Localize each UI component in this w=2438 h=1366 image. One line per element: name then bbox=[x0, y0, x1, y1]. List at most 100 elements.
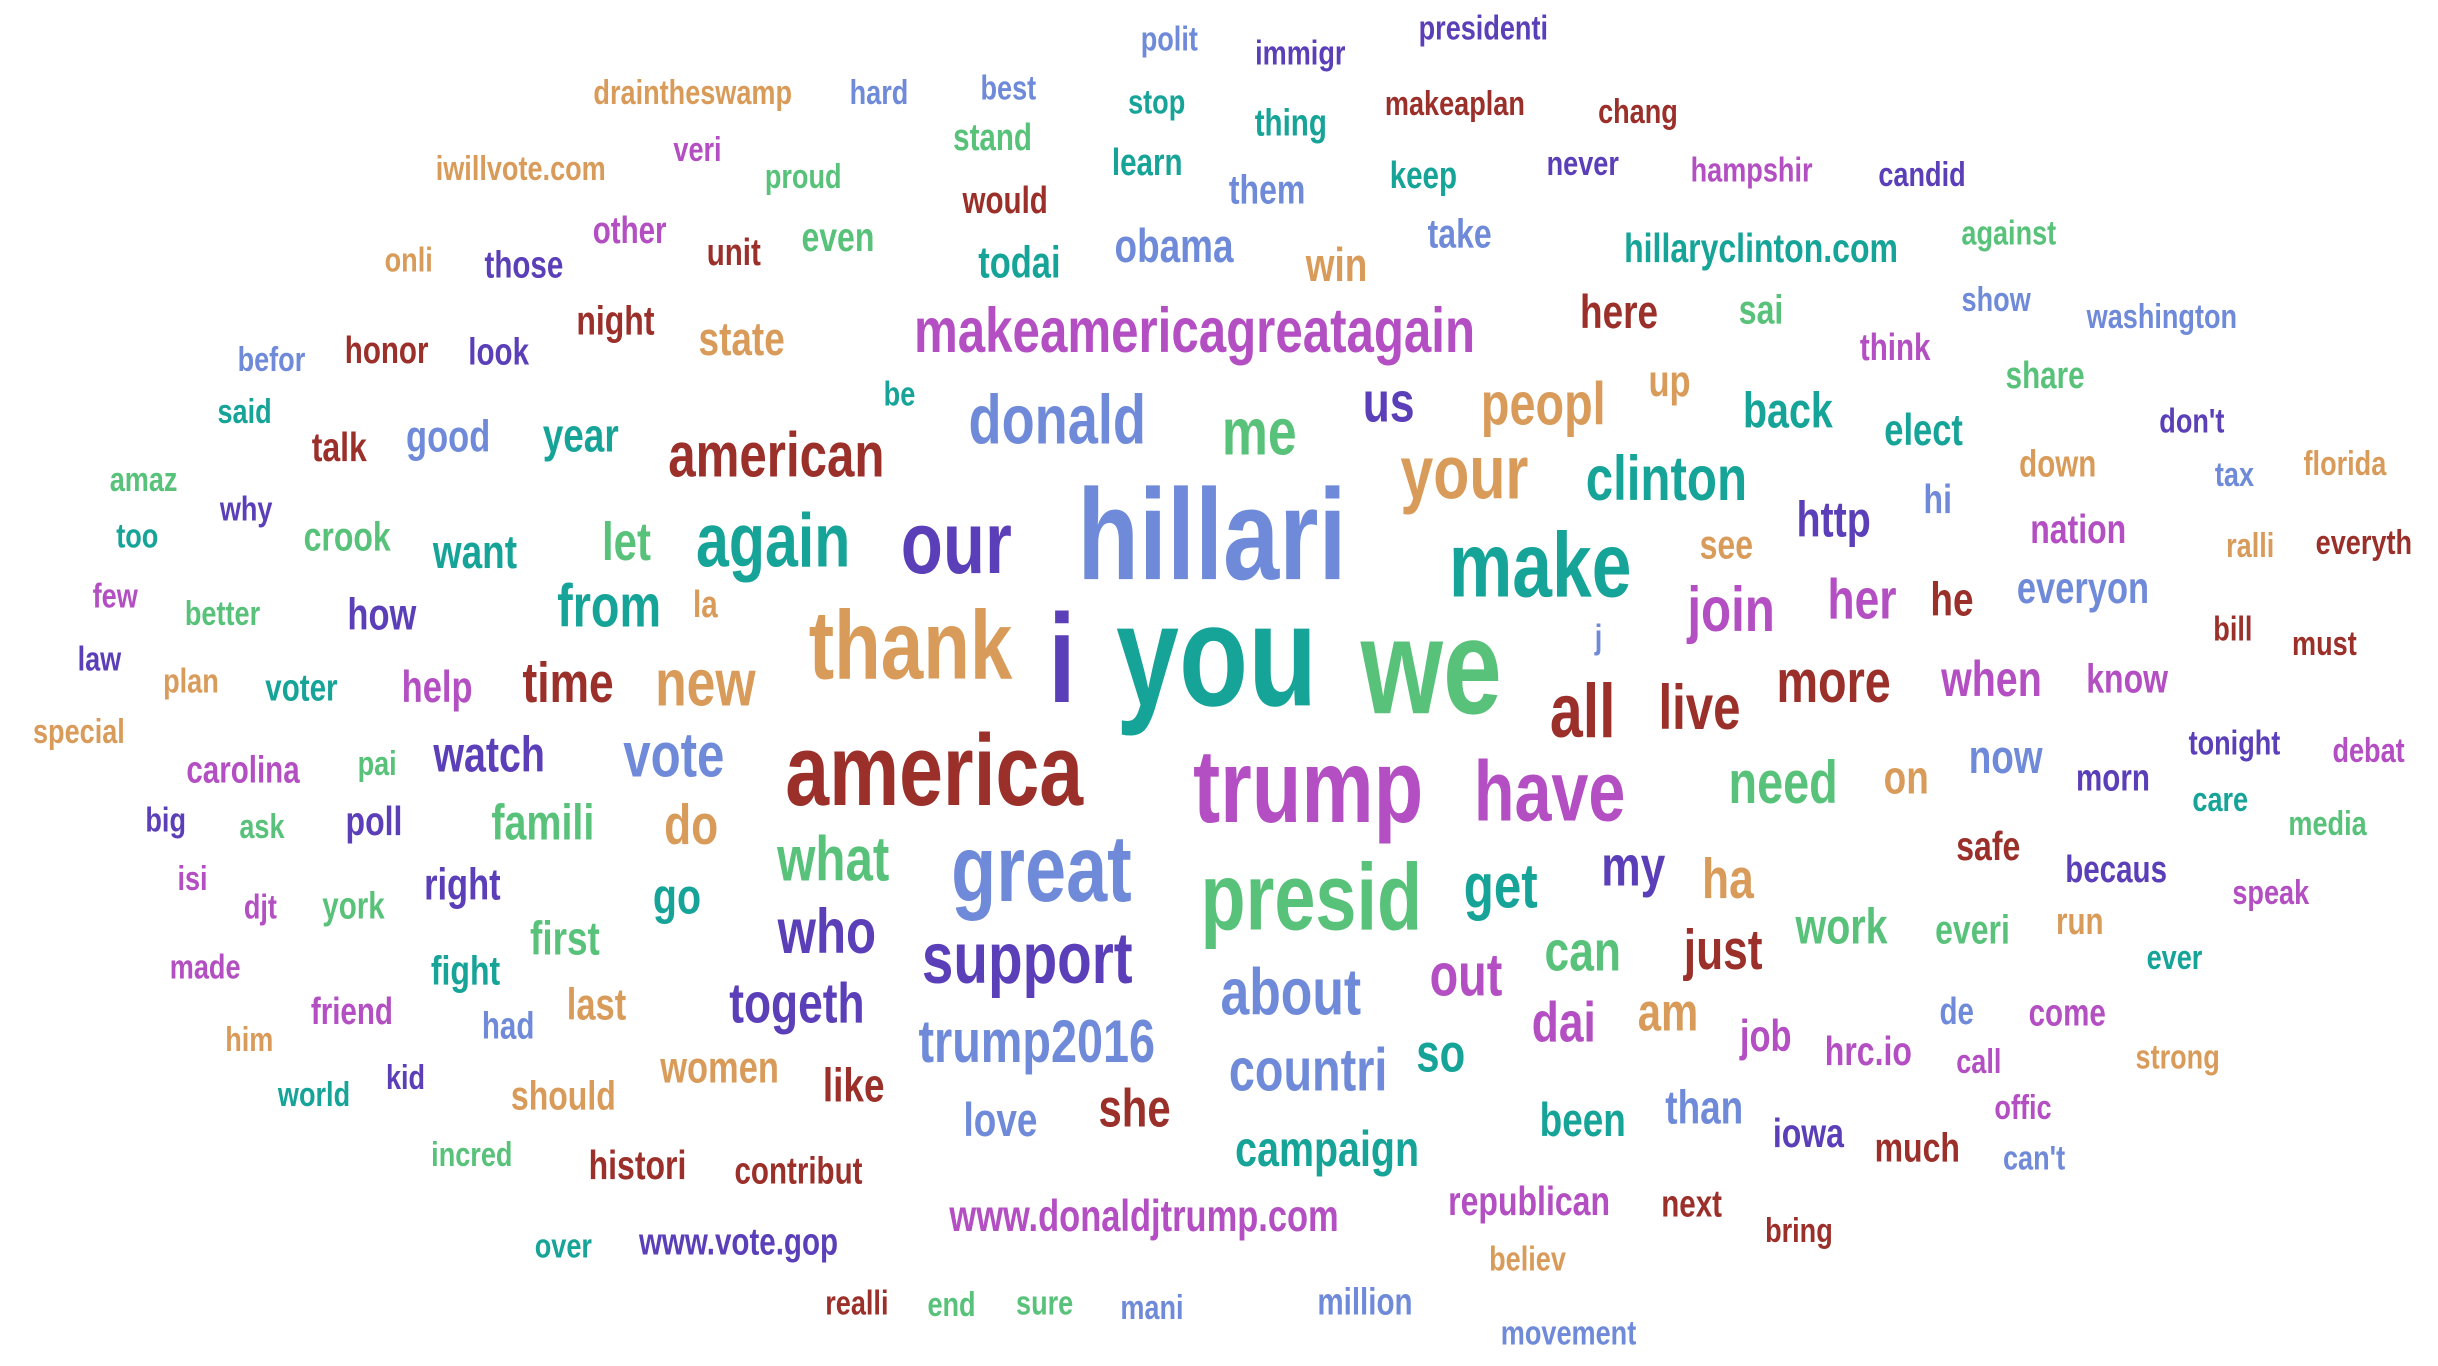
word-hillari: hillari bbox=[1077, 463, 1347, 608]
word-presid: presid bbox=[1200, 844, 1423, 950]
word-honor: honor bbox=[344, 329, 429, 373]
word-friend: friend bbox=[310, 990, 393, 1034]
word-great: great bbox=[951, 815, 1132, 922]
word-over: over bbox=[534, 1226, 592, 1266]
word-chang: chang bbox=[1598, 91, 1678, 131]
word-next: next bbox=[1661, 1183, 1722, 1227]
word-think: think bbox=[1859, 326, 1931, 370]
word-isi: isi bbox=[177, 858, 208, 898]
word-first: first bbox=[530, 913, 600, 966]
word-sure: sure bbox=[1016, 1282, 1074, 1323]
word-talk: talk bbox=[311, 422, 367, 471]
word-few: few bbox=[92, 575, 138, 616]
word-pai: pai bbox=[357, 743, 397, 783]
word-care: care bbox=[2192, 779, 2249, 819]
word-fight: fight bbox=[430, 946, 501, 995]
word-american: american bbox=[668, 421, 885, 491]
word-million: million bbox=[1317, 1281, 1413, 1324]
word-presidenti: presidenti bbox=[1418, 7, 1549, 48]
word-tonight: tonight bbox=[2188, 722, 2281, 763]
word-would: would bbox=[962, 179, 1048, 223]
word-when: when bbox=[1941, 650, 2042, 707]
word-them: them bbox=[1228, 165, 1306, 214]
word-win: win bbox=[1305, 239, 1368, 292]
word-vote: vote bbox=[623, 721, 725, 791]
word-me: me bbox=[1221, 394, 1297, 469]
word-amaz: amaz bbox=[109, 459, 178, 499]
word-hrc-io: hrc.io bbox=[1824, 1027, 1912, 1075]
word-nation: nation bbox=[2030, 504, 2127, 553]
word-washington: washington bbox=[2086, 296, 2238, 337]
word-elect: elect bbox=[1884, 405, 1963, 455]
word-world: world bbox=[277, 1074, 351, 1115]
word-watch: watch bbox=[433, 725, 545, 783]
word-safe: safe bbox=[1956, 822, 2021, 870]
word-look: look bbox=[468, 331, 530, 374]
word-sai: sai bbox=[1738, 285, 1784, 333]
word-befor: befor bbox=[237, 339, 306, 379]
word-offic: offic bbox=[1994, 1087, 2052, 1127]
word-him: him bbox=[225, 1019, 274, 1059]
word-stop: stop bbox=[1128, 82, 1186, 122]
word-todai: todai bbox=[978, 238, 1061, 288]
word-iwillvote-com: iwillvote.com bbox=[435, 148, 606, 188]
word-work: work bbox=[1795, 897, 1888, 955]
word-speak: speak bbox=[2232, 872, 2310, 913]
word-hampshir: hampshir bbox=[1690, 149, 1813, 190]
word-her: her bbox=[1827, 566, 1897, 632]
word-www-vote-gop: www.vote.gop bbox=[638, 1221, 839, 1264]
word-like: like bbox=[822, 1060, 885, 1113]
word-should: should bbox=[510, 1071, 616, 1119]
word-becaus: becaus bbox=[2065, 848, 2168, 892]
word-made: made bbox=[169, 946, 241, 987]
word-poll: poll bbox=[345, 796, 403, 845]
word-she: she bbox=[1098, 1079, 1171, 1140]
word-run: run bbox=[2056, 901, 2104, 944]
word-togeth: togeth bbox=[729, 970, 865, 1036]
word-what: what bbox=[777, 825, 890, 895]
word-famili: famili bbox=[491, 793, 595, 851]
word-need: need bbox=[1728, 751, 1838, 818]
word-thank: thank bbox=[808, 591, 1013, 701]
word-immigr: immigr bbox=[1255, 33, 1346, 73]
word-out: out bbox=[1429, 943, 1503, 1010]
word-donald: donald bbox=[968, 381, 1147, 460]
word-let: let bbox=[602, 512, 651, 573]
word-bill: bill bbox=[2213, 609, 2253, 649]
word-i: i bbox=[1048, 588, 1076, 730]
word-onli: onli bbox=[384, 239, 433, 280]
word-veri: veri bbox=[673, 129, 722, 169]
word-those: those bbox=[484, 244, 564, 288]
word-stand: stand bbox=[953, 116, 1032, 160]
word-call: call bbox=[1956, 1041, 2002, 1081]
word-much: much bbox=[1874, 1123, 1960, 1171]
word-have: have bbox=[1473, 744, 1626, 840]
word-am: am bbox=[1637, 983, 1699, 1044]
word-dai: dai bbox=[1531, 989, 1596, 1055]
word-be: be bbox=[883, 373, 916, 414]
word-right: right bbox=[424, 860, 501, 909]
word-join: join bbox=[1687, 575, 1775, 646]
word-obama: obama bbox=[1114, 220, 1234, 273]
word-ever: ever bbox=[2146, 937, 2203, 977]
word-carolina: carolina bbox=[186, 749, 300, 793]
word-trump2016: trump2016 bbox=[918, 1009, 1156, 1077]
word-mani: mani bbox=[1120, 1287, 1184, 1328]
word-been: been bbox=[1539, 1095, 1626, 1148]
word-morn: morn bbox=[2076, 757, 2150, 801]
word-plan: plan bbox=[163, 661, 219, 701]
word-go: go bbox=[652, 867, 702, 925]
word-hard: hard bbox=[849, 72, 909, 113]
word-clinton: clinton bbox=[1585, 444, 1748, 515]
word-don-t: don't bbox=[2159, 400, 2225, 441]
word-debat: debat bbox=[2332, 730, 2405, 771]
word-from: from bbox=[557, 574, 662, 641]
word-live: live bbox=[1658, 673, 1741, 744]
word-here: here bbox=[1580, 287, 1659, 340]
word-bring: bring bbox=[1765, 1210, 1833, 1250]
word-trump: trump bbox=[1193, 727, 1424, 845]
word-year: year bbox=[542, 410, 619, 463]
word-do: do bbox=[664, 792, 719, 857]
word-ralli: ralli bbox=[2226, 525, 2275, 565]
word-www-donaldjtrump-com: www.donaldjtrump.com bbox=[949, 1191, 1339, 1241]
